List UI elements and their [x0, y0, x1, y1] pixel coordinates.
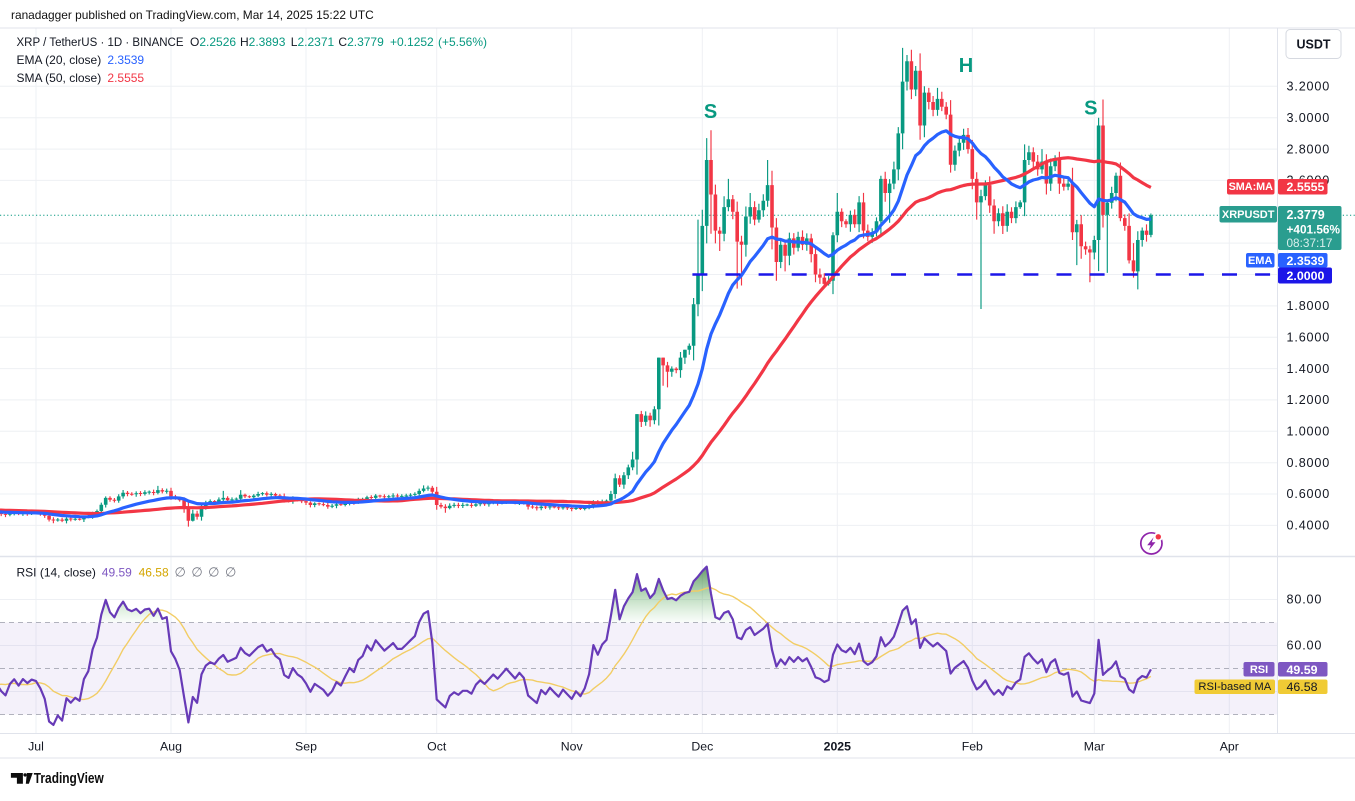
svg-text:(+5.56%): (+5.56%): [438, 35, 487, 49]
svg-text:46.58: 46.58: [1287, 680, 1318, 694]
svg-text:2.3539: 2.3539: [1287, 254, 1325, 268]
svg-text:1.8000: 1.8000: [1287, 299, 1331, 313]
svg-text:S: S: [1084, 98, 1097, 120]
svg-text:H2.3893: H2.3893: [240, 35, 286, 49]
svg-text:Jul: Jul: [28, 740, 44, 754]
svg-text:2025: 2025: [824, 740, 852, 754]
svg-text:+401.56%: +401.56%: [1287, 223, 1341, 237]
svg-text:SMA (50, close): SMA (50, close): [17, 71, 102, 85]
svg-text:3.0000: 3.0000: [1287, 111, 1331, 125]
svg-text:RSI: RSI: [1250, 664, 1268, 676]
svg-text:XRP / TetherUS · 1D · BINANCE: XRP / TetherUS · 1D · BINANCE: [17, 37, 184, 49]
svg-text:RSI-based MA: RSI-based MA: [1198, 681, 1271, 693]
svg-text:1.4000: 1.4000: [1287, 362, 1331, 376]
svg-text:Oct: Oct: [427, 740, 447, 754]
svg-text:80.00: 80.00: [1287, 593, 1323, 607]
svg-text:1.6000: 1.6000: [1287, 330, 1331, 344]
svg-text:46.58: 46.58: [139, 566, 169, 580]
svg-text:2.3539: 2.3539: [107, 53, 144, 67]
svg-text:Nov: Nov: [561, 740, 584, 754]
svg-text:H: H: [959, 55, 973, 77]
svg-text:3.2000: 3.2000: [1287, 80, 1331, 94]
svg-text:0.6000: 0.6000: [1287, 487, 1331, 501]
svg-text:2.5555: 2.5555: [107, 71, 144, 85]
svg-text:S: S: [704, 101, 717, 123]
svg-text:2.0000: 2.0000: [1287, 269, 1325, 283]
svg-text:1.2000: 1.2000: [1287, 393, 1331, 407]
svg-text:2.3779: 2.3779: [1287, 208, 1325, 222]
svg-text:1.0000: 1.0000: [1287, 425, 1331, 439]
svg-text:Dec: Dec: [691, 740, 713, 754]
svg-text:49.59: 49.59: [102, 566, 132, 580]
svg-text:TradingView: TradingView: [34, 771, 105, 787]
svg-text:USDT: USDT: [1296, 38, 1330, 52]
svg-text:EMA: EMA: [1248, 255, 1273, 267]
svg-text:Sep: Sep: [295, 740, 317, 754]
svg-text:49.59: 49.59: [1287, 663, 1318, 677]
svg-text:SMA:MA: SMA:MA: [1229, 181, 1274, 193]
svg-text:0.4000: 0.4000: [1287, 519, 1331, 533]
svg-text:2.5555: 2.5555: [1287, 180, 1325, 194]
svg-text:XRPUSDT: XRPUSDT: [1222, 209, 1275, 221]
svg-text:RSI (14, close): RSI (14, close): [17, 566, 96, 580]
svg-text:L2.2371: L2.2371: [291, 35, 335, 49]
svg-text:EMA (20, close): EMA (20, close): [17, 53, 102, 67]
svg-text:ranadagger published on Tradin: ranadagger published on TradingView.com,…: [11, 8, 374, 22]
svg-text:Mar: Mar: [1084, 740, 1105, 754]
svg-text:∅∅∅∅: ∅∅∅∅: [175, 565, 242, 580]
svg-text:O2.2526: O2.2526: [190, 35, 236, 49]
svg-text:2.8000: 2.8000: [1287, 142, 1331, 156]
svg-text:0.8000: 0.8000: [1287, 456, 1331, 470]
svg-text:Feb: Feb: [962, 740, 983, 754]
svg-text:Aug: Aug: [160, 740, 182, 754]
svg-text:C2.3779: C2.3779: [338, 35, 384, 49]
svg-text:+0.1252: +0.1252: [390, 35, 434, 49]
svg-text:08:37:17: 08:37:17: [1287, 236, 1333, 250]
svg-text:Apr: Apr: [1220, 740, 1239, 754]
svg-text:60.00: 60.00: [1287, 639, 1323, 653]
